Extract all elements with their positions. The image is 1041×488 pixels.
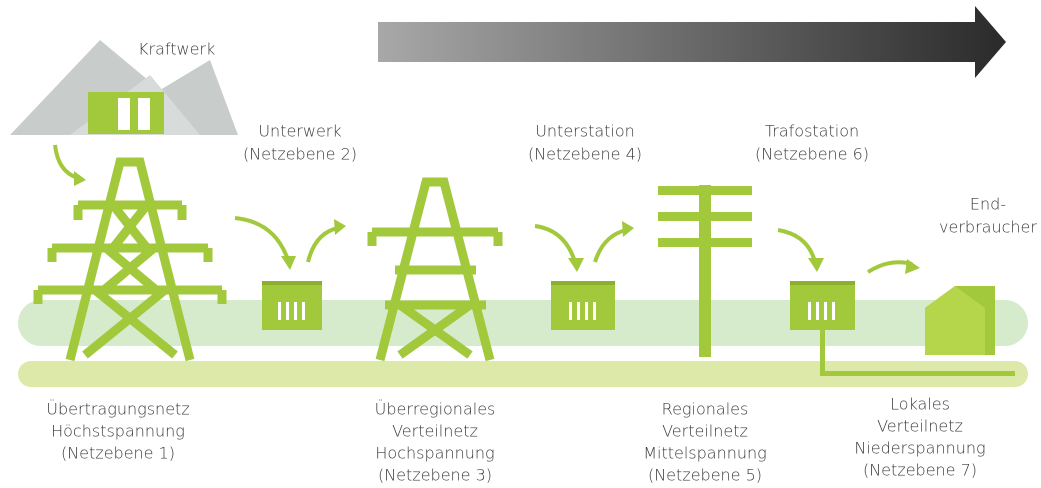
label: Höchstspannung — [51, 422, 185, 441]
label: End- — [970, 195, 1006, 214]
power-plant — [10, 40, 238, 135]
label: (Netzebene 4) — [528, 145, 642, 164]
arrows — [53, 144, 920, 274]
label: (Netzebene 1) — [61, 444, 175, 463]
pylon — [33, 157, 227, 362]
label: Niederspannung — [854, 439, 985, 458]
label: (Netzebene 7) — [863, 461, 977, 480]
label: (Netzebene 2) — [243, 145, 357, 164]
band — [18, 300, 1028, 346]
vents — [278, 302, 835, 320]
label: Überregionales — [375, 400, 496, 419]
house — [925, 286, 995, 355]
label: Verteilnetz — [662, 422, 748, 441]
label: Unterstation — [535, 122, 635, 141]
flow-arrow — [378, 6, 1006, 78]
pole — [658, 185, 752, 357]
label: Verteilnetz — [877, 417, 963, 436]
label: Unterwerk — [258, 122, 341, 141]
label: Regionales — [662, 400, 749, 419]
label: Lokales — [890, 395, 950, 414]
label: (Netzebene 5) — [648, 466, 762, 485]
label: Hochspannung — [375, 444, 494, 463]
pylon — [367, 177, 503, 362]
label: (Netzebene 3) — [378, 466, 492, 485]
label: Übertragungsnetz — [46, 400, 189, 419]
label: verbraucher — [939, 218, 1037, 237]
label: Mittelspannung — [643, 444, 767, 463]
labels: Unterwerk (Netzebene 2) Unterstation (Netze… — [46, 122, 1037, 485]
band — [18, 361, 1028, 387]
label: (Netzebene 6) — [755, 145, 869, 164]
substation — [262, 281, 1015, 376]
label: Kraftwerk — [138, 40, 215, 59]
label: Trafostation — [765, 122, 859, 141]
label: Verteilnetz — [392, 422, 478, 441]
